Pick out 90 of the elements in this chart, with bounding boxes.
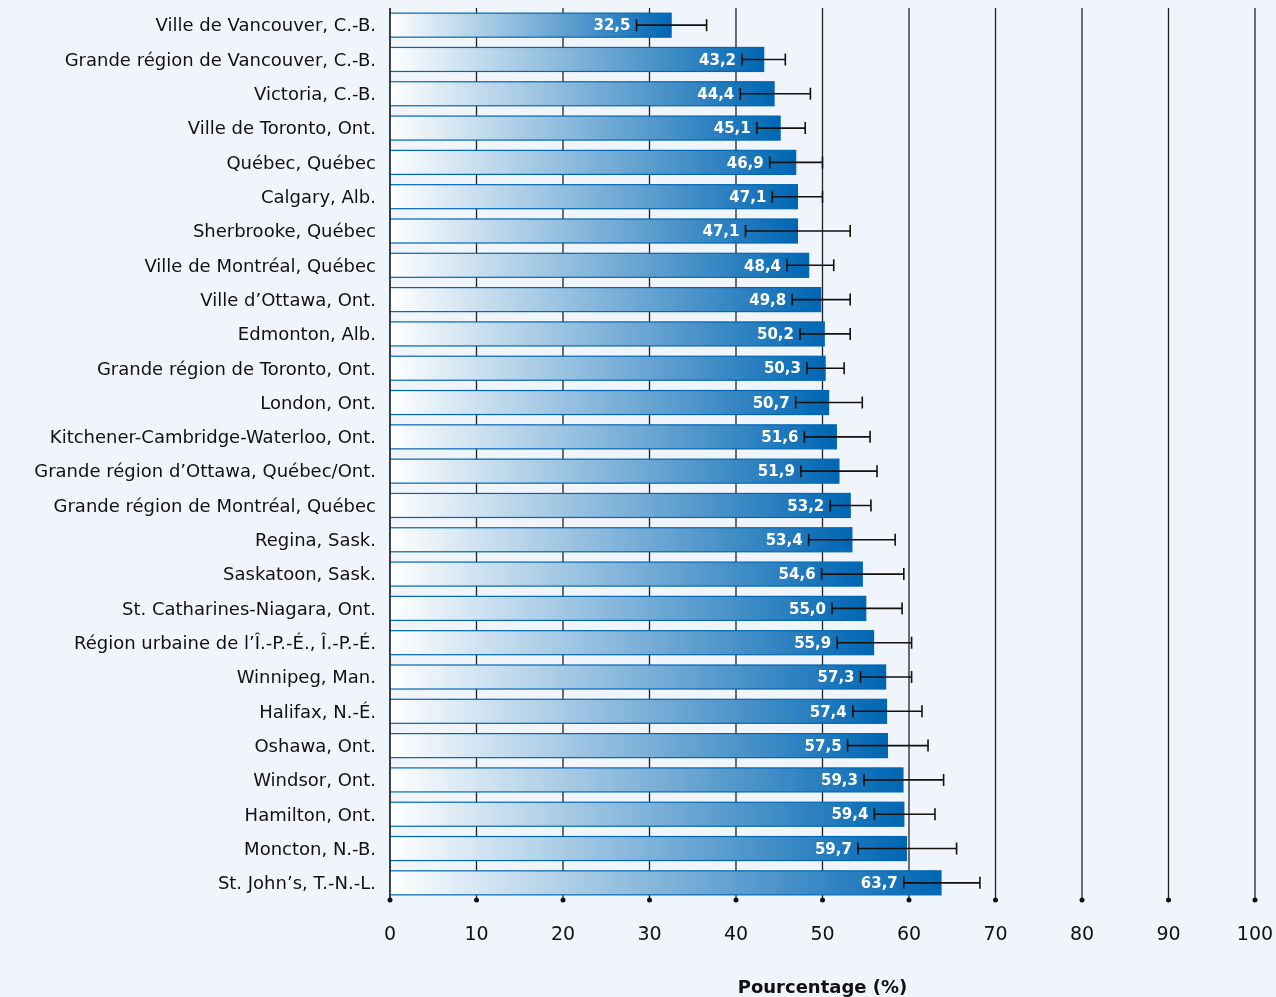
data-label: 49,8 xyxy=(749,290,787,309)
bar xyxy=(389,458,840,484)
data-label: 50,7 xyxy=(752,393,790,412)
x-tick-label: 80 xyxy=(1069,922,1095,944)
bar xyxy=(389,149,797,175)
y-tick-label: Ville de Toronto, Ont. xyxy=(187,117,376,139)
y-tick-label: Région urbaine de l’Î.-P.-É., Î.-P.-É. xyxy=(74,631,376,653)
bar xyxy=(389,46,765,73)
y-tick-label: Regina, Sask. xyxy=(254,529,376,551)
data-label: 44,4 xyxy=(697,85,735,104)
x-tick-label: 90 xyxy=(1156,922,1181,944)
bar xyxy=(389,252,810,278)
data-label: 59,3 xyxy=(821,771,859,790)
y-tick-label: Sherbrooke, Québec xyxy=(192,220,376,242)
data-label: 32,5 xyxy=(593,16,631,35)
x-tick-label: 60 xyxy=(896,922,922,944)
bar xyxy=(389,630,875,656)
bar xyxy=(389,664,887,690)
bar xyxy=(389,184,799,210)
bar xyxy=(389,492,851,519)
y-tick-label: St. Catharines-Niagara, Ont. xyxy=(122,597,376,619)
y-tick-label: Winnipeg, Man. xyxy=(236,666,376,688)
y-tick-label: Ville de Montréal, Québec xyxy=(144,254,376,276)
data-label: 46,9 xyxy=(726,153,764,172)
y-tick-label: Kitchener-Cambridge-Waterloo, Ont. xyxy=(49,426,376,448)
y-tick-label: Grande région de Toronto, Ont. xyxy=(96,357,376,379)
y-tick-label: St. John’s, T.-N.-L. xyxy=(217,872,376,894)
data-label: 63,7 xyxy=(860,874,898,893)
y-tick-label: Saskatoon, Sask. xyxy=(223,563,376,585)
x-tick-label: 40 xyxy=(723,922,749,944)
data-label: 50,3 xyxy=(763,359,801,378)
bar xyxy=(389,835,908,862)
bar xyxy=(389,767,904,793)
data-label: 48,4 xyxy=(744,256,782,275)
x-tick-label: 70 xyxy=(983,922,1008,944)
y-tick-label: Ville de Vancouver, C.-B. xyxy=(155,14,376,36)
y-tick-label: Oshawa, Ont. xyxy=(254,734,376,756)
x-tick-label: 10 xyxy=(464,922,489,944)
y-tick-label: Grande région d’Ottawa, Québec/Ont. xyxy=(34,460,376,482)
data-label: 55,0 xyxy=(789,599,827,618)
bar xyxy=(389,81,775,107)
x-axis-title: Pourcentage (%) xyxy=(737,976,908,997)
data-label: 55,9 xyxy=(794,633,832,652)
data-label: 53,2 xyxy=(787,496,825,515)
y-tick-label: Grande région de Vancouver, C.-B. xyxy=(64,48,376,70)
data-label: 53,4 xyxy=(765,531,803,550)
data-label: 50,2 xyxy=(756,325,795,344)
x-tick-label: 30 xyxy=(637,922,662,944)
x-tick-label: 20 xyxy=(550,922,576,944)
data-label: 57,3 xyxy=(817,668,855,687)
bar xyxy=(389,595,867,621)
bar xyxy=(389,389,830,416)
x-tick-label: 50 xyxy=(810,922,835,944)
bar xyxy=(389,698,888,724)
y-tick-label: Moncton, N.-B. xyxy=(244,837,376,859)
data-label: 43,2 xyxy=(699,50,737,69)
bar xyxy=(389,870,942,896)
data-label: 59,4 xyxy=(831,805,869,824)
data-label: 54,6 xyxy=(778,565,816,584)
bar xyxy=(389,424,837,450)
y-tick-label: Edmonton, Alb. xyxy=(237,323,376,345)
data-label: 51,6 xyxy=(761,428,799,447)
bar xyxy=(389,355,826,381)
bar xyxy=(389,561,863,587)
bar xyxy=(389,218,799,244)
x-tick-label: 100 xyxy=(1236,922,1274,944)
y-tick-label: Halifax, N.-É. xyxy=(259,700,376,722)
data-label: 57,5 xyxy=(804,736,842,755)
data-label: 45,1 xyxy=(713,119,751,138)
bar xyxy=(389,527,853,553)
y-tick-label: Windsor, Ont. xyxy=(253,769,376,791)
data-label: 57,4 xyxy=(809,702,847,721)
y-tick-label: Québec, Québec xyxy=(226,151,376,173)
y-tick-label: London, Ont. xyxy=(260,391,376,413)
y-tick-label: Calgary, Alb. xyxy=(260,185,376,207)
y-tick-label: Ville d’Ottawa, Ont. xyxy=(200,288,376,310)
x-tick-label: 0 xyxy=(383,922,397,944)
y-tick-label: Grande région de Montréal, Québec xyxy=(53,494,376,516)
data-label: 51,9 xyxy=(757,462,795,481)
bar xyxy=(389,287,822,313)
bar xyxy=(389,115,781,141)
bar xyxy=(389,801,905,827)
y-tick-label: Victoria, C.-B. xyxy=(254,83,376,105)
bar xyxy=(389,321,825,347)
bar xyxy=(389,733,888,759)
bar xyxy=(389,12,672,38)
data-label: 47,1 xyxy=(729,187,767,206)
y-tick-label: Hamilton, Ont. xyxy=(244,803,376,825)
data-label: 47,1 xyxy=(702,222,740,241)
data-label: 59,7 xyxy=(814,839,852,858)
